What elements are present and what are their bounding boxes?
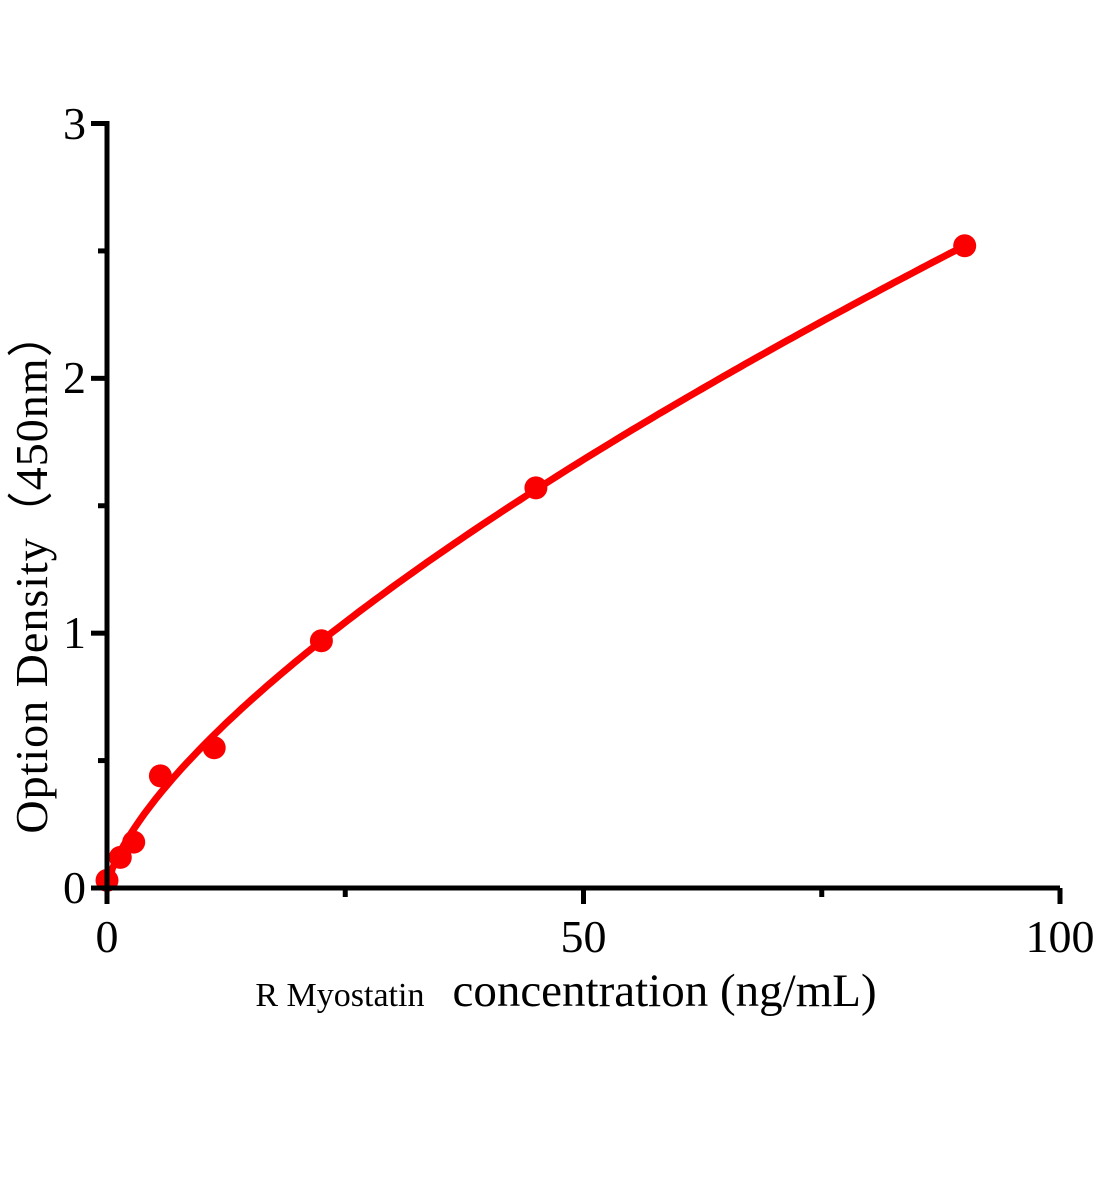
data-point (108, 845, 132, 869)
y-axis-title: Option Density（450nm） (6, 310, 57, 834)
x-axis-title: R Myostatin concentration (ng/mL) (255, 964, 876, 1018)
x-axis-title-analyte: R Myostatin (255, 977, 425, 1014)
x-tick-label: 0 (95, 911, 119, 962)
data-point (309, 629, 333, 653)
data-point (524, 476, 548, 500)
y-tick-label: 0 (63, 862, 86, 913)
y-tick-label: 2 (63, 352, 86, 404)
data-point (148, 764, 172, 788)
y-tick-label: 3 (63, 97, 86, 149)
x-tick-label: 100 (1025, 911, 1095, 962)
data-point (202, 736, 226, 760)
x-axis-title-units: concentration (ng/mL) (452, 965, 877, 1017)
y-tick-label: 1 (63, 607, 86, 659)
data-point (122, 830, 146, 854)
x-tick-label: 50 (560, 911, 607, 962)
data-point (953, 234, 977, 258)
